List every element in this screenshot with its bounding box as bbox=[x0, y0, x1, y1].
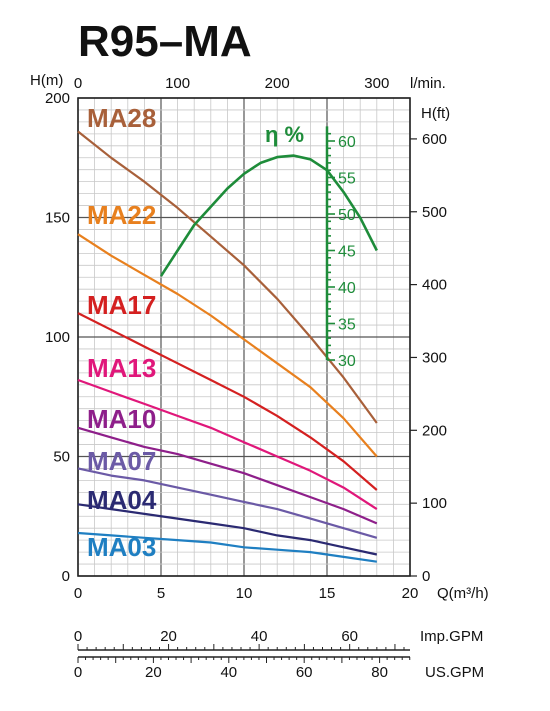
x-tick-label: 10 bbox=[236, 585, 253, 602]
curve-ma07 bbox=[77, 467, 378, 539]
imp-gpm-tick-label: 60 bbox=[341, 628, 358, 645]
y-tick-label: 200 bbox=[45, 90, 70, 107]
curve-ma10 bbox=[77, 426, 378, 525]
us-gpm-tick-label: 60 bbox=[296, 664, 313, 681]
y-tick-label: 50 bbox=[53, 449, 70, 466]
efficiency-tick-label: 40 bbox=[338, 280, 356, 297]
us-gpm-tick-label: 20 bbox=[145, 664, 162, 681]
efficiency-tick-label: 60 bbox=[338, 134, 356, 151]
grid bbox=[77, 97, 411, 577]
x-top-tick-label: 300 bbox=[364, 75, 389, 92]
imp-gpm-tick-label: 0 bbox=[74, 628, 82, 645]
y-tick-label: 100 bbox=[45, 329, 70, 346]
efficiency-tick-label: 35 bbox=[338, 317, 356, 334]
x-top-tick-label: 200 bbox=[265, 75, 290, 92]
y-right-tick-label: 300 bbox=[422, 349, 447, 366]
y-right-tick-label: 0 bbox=[422, 568, 430, 585]
y-axis-label-left: H(m) bbox=[30, 72, 63, 89]
series-label-ma10: MA10 bbox=[87, 404, 156, 434]
x-tick-label: 0 bbox=[74, 585, 82, 602]
y-right-tick-label: 500 bbox=[422, 204, 447, 221]
us-gpm-tick-label: 40 bbox=[220, 664, 237, 681]
axes: 0 5 10 15 20 Q(m³/h)0 100 200 300 l/min.050100150… bbox=[30, 72, 489, 602]
series-label-ma13: MA13 bbox=[87, 353, 156, 383]
series-label-ma28: MA28 bbox=[87, 103, 156, 133]
x-tick-label: 15 bbox=[319, 585, 336, 602]
y-right-tick-label: 600 bbox=[422, 131, 447, 148]
labels: MA28 MA22 MA17 MA13 MA10 MA07 MA04 MA03 bbox=[87, 103, 157, 562]
us-gpm-tick-label: 80 bbox=[371, 664, 388, 681]
efficiency-label: η % bbox=[265, 122, 304, 147]
efficiency-line bbox=[159, 154, 378, 277]
imp-gpm-label: Imp.GPM bbox=[420, 628, 483, 645]
x-top-tick-label: 0 bbox=[74, 75, 82, 92]
efficiency-tick-label: 50 bbox=[338, 207, 356, 224]
x-top-axis-label: l/min. bbox=[410, 75, 446, 92]
y-right-tick-label: 100 bbox=[422, 495, 447, 512]
series-label-ma03: MA03 bbox=[87, 532, 156, 562]
curve-ma03 bbox=[77, 531, 377, 563]
imp-gpm-tick-label: 40 bbox=[251, 628, 268, 645]
efficiency-tick-label: 55 bbox=[338, 171, 356, 188]
y-right-tick-label: 200 bbox=[422, 422, 447, 439]
us-gpm-tick-label: 0 bbox=[74, 664, 82, 681]
imp-gpm-tick-label: 20 bbox=[160, 628, 177, 645]
x-tick-label: 20 bbox=[402, 585, 419, 602]
gpm-scales: 0 20 40 60 Imp.GPM 0 20 40 60 80 US.GPM bbox=[74, 628, 484, 681]
x-tick-label: 5 bbox=[157, 585, 165, 602]
plot-frame bbox=[77, 97, 411, 577]
y-right-tick-label: 400 bbox=[422, 277, 447, 294]
y-tick-label: 0 bbox=[62, 568, 70, 585]
series-label-ma07: MA07 bbox=[87, 446, 156, 476]
series-label-ma22: MA22 bbox=[87, 200, 156, 230]
y-axis-label-right: H(ft) bbox=[421, 105, 450, 122]
y-tick-label: 150 bbox=[45, 210, 70, 227]
x-axis-label: Q(m³/h) bbox=[437, 585, 489, 602]
curve-ma13 bbox=[77, 378, 378, 511]
x-top-tick-label: 100 bbox=[165, 75, 190, 92]
curve-ma17 bbox=[77, 312, 378, 491]
curve-ma22 bbox=[77, 233, 378, 458]
curve-ma04 bbox=[77, 503, 378, 556]
chart-title: R95–MA bbox=[78, 17, 252, 66]
efficiency-tick-label: 30 bbox=[338, 353, 356, 370]
efficiency-tick-label: 45 bbox=[338, 244, 356, 261]
series-label-ma04: MA04 bbox=[87, 485, 157, 515]
us-gpm-label: US.GPM bbox=[425, 664, 484, 681]
efficiency-curve: 30 35 40 45 50 55 60 η % bbox=[159, 122, 378, 370]
series-label-ma17: MA17 bbox=[87, 290, 156, 320]
